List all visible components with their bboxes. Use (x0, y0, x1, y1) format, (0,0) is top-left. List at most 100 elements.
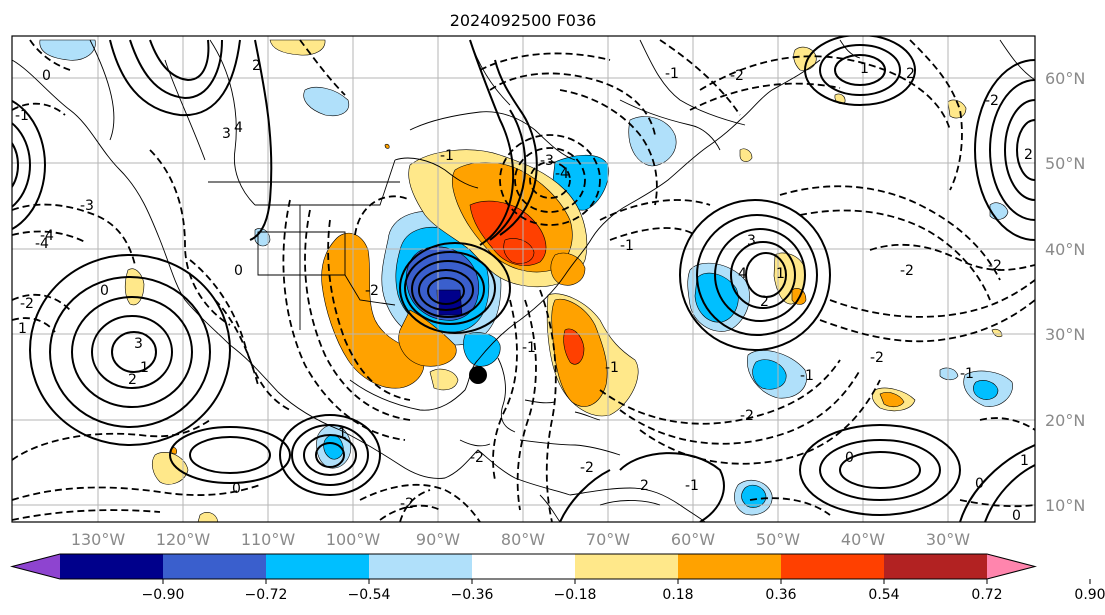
svg-text:-1: -1 (960, 366, 974, 382)
svg-text:-1: -1 (685, 478, 699, 494)
svg-text:2: 2 (906, 66, 915, 82)
svg-text:0: 0 (975, 476, 984, 492)
colorbar-tick-label: 0.36 (765, 587, 796, 603)
pos-blob-southcentral (321, 232, 425, 389)
contour-labels: 2 3 4 1 2 3 4 1 3 2 0 1 2 1 0 0 1 2 2 0 … (15, 58, 1033, 524)
svg-text:1: 1 (18, 321, 27, 337)
colorbar-segment (781, 554, 885, 579)
svg-text:-2: -2 (20, 296, 34, 312)
svg-text:-1: -1 (620, 238, 634, 254)
lat-label: 50°N (1045, 154, 1085, 173)
longitude-axis: 130°W 120°W 110°W 100°W 90°W 80°W 70°W 6… (71, 530, 970, 549)
svg-text:2: 2 (640, 478, 649, 494)
colorbar: −0.90 −0.72 −0.54 −0.36 −0.18 0.18 0.36 0.54 0.7… (10, 553, 1105, 603)
svg-text:1: 1 (338, 426, 347, 442)
colorbar-tick-label: 0.90 (1074, 587, 1105, 603)
lat-label: 20°N (1045, 411, 1085, 430)
colorbar-tick-label: −0.54 (348, 587, 391, 603)
colorbar-segment (266, 554, 370, 579)
svg-text:-1: -1 (800, 368, 814, 384)
lon-label: 70°W (586, 530, 630, 549)
svg-text:0: 0 (1012, 508, 1021, 524)
negative-contours (12, 39, 1035, 522)
lon-label: 100°W (326, 530, 381, 549)
svg-text:-1: -1 (522, 340, 536, 356)
svg-text:-2: -2 (740, 408, 754, 424)
lon-label: 40°W (841, 530, 885, 549)
svg-text:-3: -3 (540, 153, 554, 169)
svg-text:2: 2 (1024, 147, 1033, 163)
svg-text:0: 0 (100, 283, 109, 299)
svg-text:1: 1 (1020, 453, 1029, 469)
svg-text:-2: -2 (400, 496, 414, 512)
lat-label: 40°N (1045, 240, 1085, 259)
svg-text:3: 3 (134, 336, 143, 352)
colorbar-segment (678, 554, 782, 579)
colorbar-segment (369, 554, 473, 579)
svg-text:-2: -2 (470, 450, 484, 466)
lon-label: 80°W (501, 530, 545, 549)
svg-text:-4: -4 (35, 236, 49, 252)
colorbar-tick-label: −0.90 (142, 587, 185, 603)
colorbar-tick-label: −0.18 (554, 587, 597, 603)
svg-text:-2: -2 (985, 93, 999, 109)
svg-text:-4: -4 (40, 228, 54, 244)
colorbar-tick-label: 0.72 (971, 587, 1002, 603)
svg-text:4: 4 (234, 120, 243, 136)
colorbar-tick-label: 0.18 (662, 587, 693, 603)
svg-text:2: 2 (760, 294, 769, 310)
lon-label: 130°W (71, 530, 126, 549)
svg-text:0: 0 (845, 450, 854, 466)
positive-contours (12, 36, 1035, 522)
colorbar-segment (884, 554, 988, 579)
svg-text:-2: -2 (365, 283, 379, 299)
svg-text:4: 4 (738, 266, 747, 282)
lon-label: 60°W (671, 530, 715, 549)
lat-label: 30°N (1045, 325, 1085, 344)
colorbar-segment (472, 554, 576, 579)
svg-text:-1: -1 (15, 108, 29, 124)
colorbar-tick-label: −0.36 (451, 587, 494, 603)
colorbar-extend-max (987, 554, 1035, 579)
svg-text:0: 0 (232, 481, 241, 497)
lon-label: 30°W (926, 530, 970, 549)
lon-label: 120°W (156, 530, 211, 549)
svg-text:-2: -2 (580, 460, 594, 476)
svg-text:-1: -1 (605, 360, 619, 376)
svg-text:-2: -2 (988, 258, 1002, 274)
storm-center-dot (469, 366, 487, 384)
plot-title: 2024092500 F036 (450, 11, 597, 30)
svg-text:-1: -1 (665, 66, 679, 82)
colorbar-tick-label: 0.54 (868, 587, 899, 603)
svg-text:-2: -2 (870, 350, 884, 366)
colorbar-segment (163, 554, 267, 579)
latitude-axis: 60°N 50°N 40°N 30°N 20°N 10°N (1045, 69, 1085, 515)
svg-text:-3: -3 (80, 198, 94, 214)
svg-text:1: 1 (860, 61, 869, 77)
svg-text:0: 0 (234, 263, 243, 279)
colorbar-outline (10, 553, 1037, 580)
colorbar-extend-min (12, 554, 60, 579)
svg-text:3: 3 (747, 233, 756, 249)
lon-label: 110°W (241, 530, 296, 549)
svg-text:0: 0 (42, 68, 51, 84)
colorbar-segment (60, 554, 164, 579)
coastlines (12, 39, 1035, 522)
lat-label: 60°N (1045, 69, 1085, 88)
svg-text:-4: -4 (555, 166, 569, 182)
map-frame (11, 35, 1036, 523)
colorbar-segment (575, 554, 679, 579)
colorbar-tick-label: −0.72 (245, 587, 288, 603)
lon-label: 50°W (756, 530, 800, 549)
map-area: 2 3 4 1 2 3 4 1 3 2 0 1 2 1 0 0 1 2 2 0 … (12, 36, 1035, 524)
svg-text:-2: -2 (730, 68, 744, 84)
svg-text:-2: -2 (900, 263, 914, 279)
lat-label: 10°N (1045, 496, 1085, 515)
svg-text:2: 2 (252, 58, 261, 74)
svg-text:2: 2 (128, 372, 137, 388)
svg-text:1: 1 (776, 266, 785, 282)
lon-label: 90°W (416, 530, 460, 549)
svg-text:3: 3 (222, 126, 231, 142)
